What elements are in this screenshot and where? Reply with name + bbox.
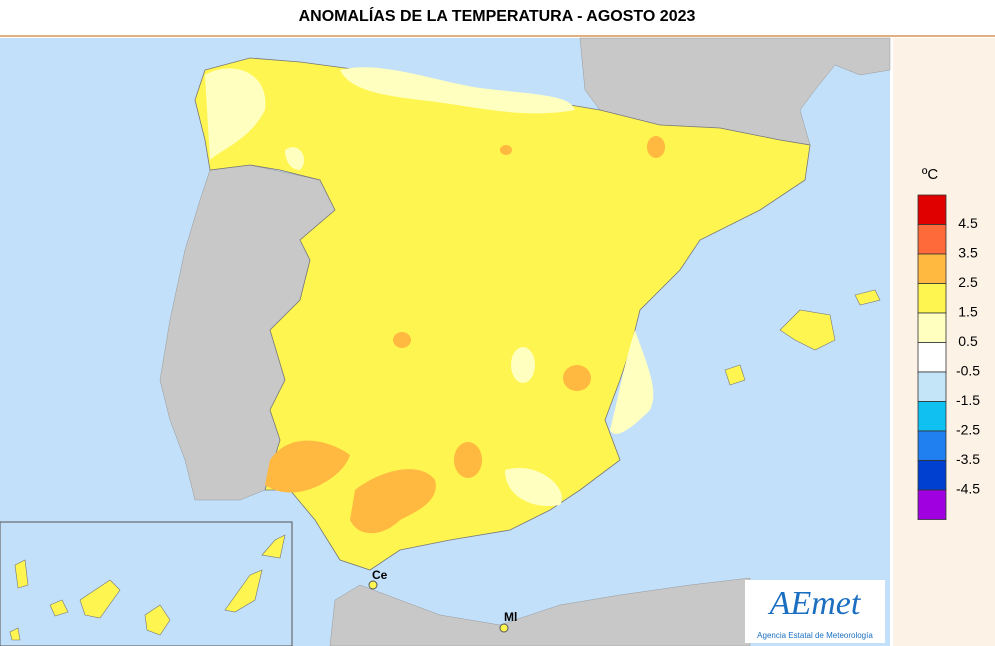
- area: [265, 440, 350, 493]
- legend-swatch: [917, 371, 947, 402]
- legend-label: 3.5: [958, 245, 978, 261]
- melilla: [499, 623, 509, 633]
- place-label: Ml: [504, 610, 517, 624]
- legend-unit: ºC: [922, 166, 938, 183]
- legend-swatch: [917, 283, 947, 314]
- logo-name: AEmet: [768, 585, 862, 622]
- spain: [194, 57, 811, 571]
- place-label: Ce: [372, 568, 388, 582]
- logo-box: [745, 580, 885, 643]
- islands: [724, 289, 881, 386]
- island: [49, 599, 69, 617]
- canary-islands: [9, 534, 286, 641]
- area: [350, 469, 436, 534]
- island: [144, 604, 171, 636]
- legend-swatch: [917, 342, 947, 373]
- legend: 4.5 3.5 2.5 1.5 0.5 -0.5 -1.5 -2.5 -3.5 -4.5: [917, 194, 980, 520]
- island: [224, 569, 263, 613]
- legend-label: 4.5: [958, 215, 978, 231]
- legend-label: 0.5: [958, 333, 978, 349]
- legend-swatch: [917, 460, 947, 491]
- island: [79, 579, 121, 619]
- area: [610, 330, 654, 434]
- legend-swatch: [917, 312, 947, 343]
- island: [261, 534, 286, 559]
- logo-subtitle: Agencia Estatal de Meteorología: [757, 631, 873, 640]
- area: [563, 365, 591, 391]
- legend-swatch: [917, 194, 947, 225]
- area: [285, 147, 305, 170]
- legend-label: -0.5: [956, 363, 980, 379]
- area: [505, 468, 562, 506]
- weak-anomaly-areas: [205, 67, 654, 506]
- area: [205, 68, 266, 160]
- ibiza: [724, 364, 746, 386]
- area: [454, 442, 482, 478]
- island: [9, 627, 21, 641]
- legend-label: 2.5: [958, 274, 978, 290]
- area: [500, 145, 512, 155]
- legend-swatch: [917, 224, 947, 255]
- title-bar: [0, 0, 995, 36]
- legend-label: -2.5: [956, 422, 980, 438]
- area: [511, 347, 535, 383]
- ceuta: [368, 580, 378, 590]
- legend-swatch: [917, 253, 947, 284]
- area: [647, 136, 665, 158]
- island: [14, 559, 29, 589]
- legend-swatch: [917, 489, 947, 520]
- legend-label: -4.5: [956, 481, 980, 497]
- area: [340, 67, 575, 114]
- legend-swatch: [917, 401, 947, 432]
- area: [393, 332, 411, 348]
- legend-label: -1.5: [956, 392, 980, 408]
- legend-label: -3.5: [956, 451, 980, 467]
- mallorca: [779, 309, 836, 351]
- legend-label: 1.5: [958, 304, 978, 320]
- strong-anomaly-areas: [265, 136, 665, 534]
- legend-swatch: [917, 430, 947, 461]
- title: ANOMALÍAS DE LA TEMPERATURA - AGOSTO 202…: [299, 6, 696, 25]
- menorca: [854, 289, 881, 306]
